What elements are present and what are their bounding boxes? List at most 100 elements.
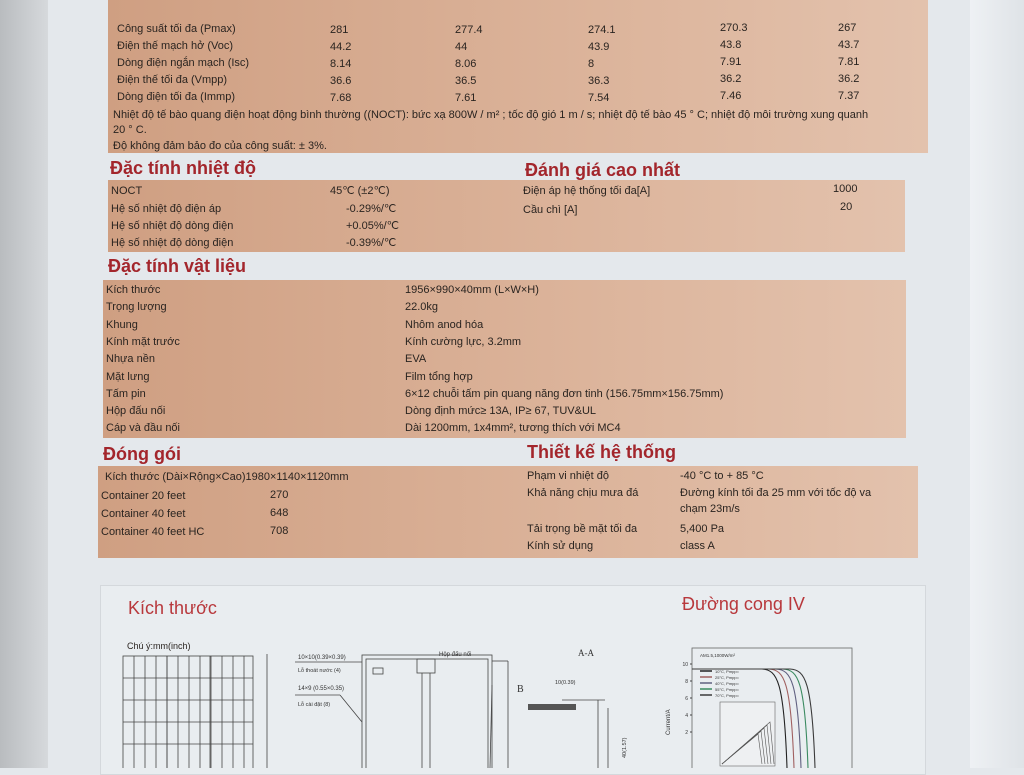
cell-value: 7.46	[720, 90, 742, 102]
cell-value: 43.7	[838, 39, 860, 51]
material-value: 1956×990×40mm (L×W×H)	[405, 284, 539, 296]
cell-value: 36.5	[455, 75, 477, 87]
system-label: Phạm vi nhiệt độ	[527, 470, 609, 482]
material-label: Tấm pin	[106, 387, 146, 400]
system-value: -40 °C to + 85 °C	[680, 470, 764, 482]
system-label: Tải trọng bề mặt tối đa	[527, 523, 638, 535]
y-tick-label: 10	[682, 662, 688, 668]
material-label: Cáp và đầu nối	[106, 422, 180, 435]
packing-value: 270	[270, 489, 289, 501]
row-label: Dòng điện ngắn mạch (Isc)	[117, 57, 250, 69]
mount-hole-label: Lỗ cài đặt (8)	[298, 701, 330, 708]
system-heading: Thiết kế hệ thống	[527, 442, 677, 462]
cell-value: 36.3	[588, 75, 610, 87]
power-tolerance-note: Độ không đảm bảo đo của công suất: ± 3%.	[113, 140, 327, 152]
cell-value: 43.8	[720, 39, 742, 51]
drain-hole-size: 10×10(0.39×0.39)	[298, 655, 346, 661]
cell-value: 8.14	[330, 58, 352, 70]
packing-value: 708	[270, 525, 289, 537]
condition-label: AM1.5,1000W/m²	[700, 653, 736, 658]
packing-size: Kích thước (Dài×Rộng×Cao)1980×1140×1120m…	[105, 471, 349, 483]
mount-hole-size: 14×9 (0.55×0.35)	[298, 686, 344, 692]
material-value: Nhôm anod hóa	[405, 318, 484, 331]
packing-heading: Đóng gói	[103, 444, 181, 464]
iv-heading: Đường cong IV	[682, 594, 805, 614]
section-label: A-A	[578, 648, 594, 658]
cell-value: 36.2	[838, 73, 860, 85]
row-label: Điện thế tối đa (Vmpp)	[117, 74, 228, 86]
thermal-value: 45℃ (±2℃)	[330, 185, 390, 197]
thermal-ratings-table	[108, 180, 905, 252]
cell-value: 281	[330, 24, 349, 36]
rating-label: Điện áp hệ thống tối đa[A]	[523, 185, 651, 197]
material-value: Film tổng hợp	[405, 370, 473, 383]
frame-height: 40(1.57)	[622, 737, 628, 758]
rating-value: 1000	[833, 183, 858, 195]
material-label: Trọng lượng	[106, 301, 167, 314]
material-label: Kính mặt trước	[106, 335, 180, 348]
detail-label: B	[517, 684, 524, 695]
system-label: Kính sử dụng	[527, 540, 594, 552]
cell-value: 277.4	[455, 24, 483, 36]
legend-entry: 10°C, Pmpp=	[715, 669, 740, 674]
material-label: Kích thước	[106, 284, 161, 296]
power-inset	[719, 701, 776, 767]
row-label: Công suất tối đa (Pmax)	[117, 23, 236, 35]
material-value: Dài 1200mm, 1x4mm², tương thích với MC4	[405, 422, 621, 435]
system-value: 5,400 Pa	[680, 523, 725, 535]
cell-value: 44	[455, 41, 468, 53]
cell-value: 267	[838, 22, 857, 34]
rating-label: Cầu chì [A]	[523, 204, 578, 216]
iv-curve-chart: AM1.5,1000W/m² 10 8 6 4 2 Current/A 10°C, Pmpp=…	[666, 647, 853, 768]
y-tick-label: 8	[685, 679, 688, 685]
background-edge	[970, 0, 1024, 768]
thermal-label: Hệ số nhiệt độ điện áp	[111, 203, 222, 215]
cell-value: 7.81	[838, 56, 860, 68]
material-value: EVA	[405, 353, 427, 366]
row-label: Dòng điện tối đa (Immp)	[117, 91, 235, 103]
system-label: Khả năng chịu mưa đá	[527, 487, 639, 499]
legend-entry: 55°C, Pmpp=	[715, 687, 740, 692]
ratings-heading: Đánh giá cao nhất	[525, 160, 681, 180]
cell-value: 44.2	[330, 41, 352, 53]
background-edge	[0, 0, 48, 768]
drawings-panel	[100, 585, 926, 775]
material-value: 6×12 chuỗi tấm pin quang năng đơn tinh (…	[405, 387, 724, 400]
cell-value: 8.06	[455, 58, 477, 70]
legend-entry: 70°C, Pmpp=	[715, 693, 740, 698]
material-value: Dòng định mức≥ 13A, IP≥ 67, TUV&UL	[405, 405, 597, 418]
cell-value: 274.1	[588, 24, 616, 36]
legend-entry: 40°C, Pmpp=	[715, 681, 740, 686]
noct-note: Nhiệt độ tế bào quang điện hoạt động bìn…	[113, 109, 869, 121]
electrical-table	[108, 0, 928, 153]
material-label: Nhựa nền	[106, 353, 155, 366]
material-label: Khung	[106, 318, 138, 331]
material-label: Mặt lưng	[106, 370, 150, 383]
junction-box-label: Hộp đấu nối	[439, 652, 471, 658]
cell-value: 270.3	[720, 22, 748, 34]
thermal-value: -0.29%/℃	[346, 203, 397, 215]
thermal-value: +0.05%/℃	[346, 220, 400, 232]
y-axis-label: Current/A	[666, 709, 672, 735]
material-value: 22.0kg	[405, 301, 439, 314]
cell-value: 7.54	[588, 92, 610, 104]
thermal-heading: Đặc tính nhiệt độ	[110, 158, 256, 178]
material-table	[103, 280, 906, 438]
system-value: class A	[680, 540, 715, 552]
row-label: Điện thế mạch hở (Voc)	[117, 40, 234, 52]
noct-note-cont: 20 ° C.	[113, 124, 147, 136]
cell-value: 8	[588, 58, 595, 70]
material-heading: Đặc tính vật liệu	[108, 256, 247, 276]
packing-label: Container 20 feet	[101, 490, 186, 502]
system-value: Đường kính tối đa 25 mm với tốc độ va	[680, 487, 872, 499]
y-tick-label: 2	[685, 730, 688, 736]
iv-series-line	[692, 668, 816, 768]
legend-entry: 25°C, Pmpp=	[715, 675, 740, 680]
packing-label: Container 40 feet	[101, 508, 186, 520]
plot-frame	[691, 647, 853, 768]
thermal-label: Hệ số nhiệt độ dòng điện	[111, 220, 234, 232]
frame-width: 10(0.39)	[555, 680, 576, 686]
system-value: chạm 23m/s	[680, 503, 740, 515]
cell-value: 7.91	[720, 56, 742, 68]
cell-value: 7.68	[330, 92, 352, 104]
